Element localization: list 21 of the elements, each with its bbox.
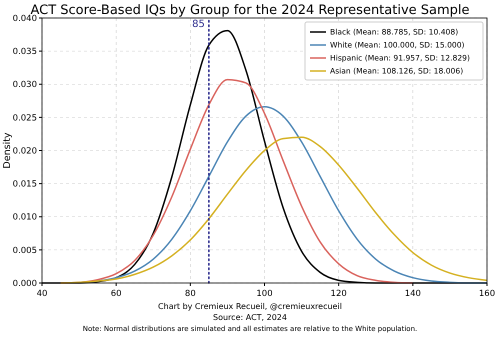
text: Chart by Cremieux Recueil, @cremieuxrecueil [158,302,342,311]
y-axis-title: Density [2,132,13,169]
y-tick-label: 0.005 [12,246,37,256]
y-tick-label: 0.015 [12,180,37,190]
x-tick-label: 80 [184,289,196,299]
line-series [60,136,488,284]
y-tick-label: 0.010 [12,212,37,223]
y-tick-label: 0.000 [12,278,37,289]
x-tick-label: 140 [404,289,421,299]
y-tick-label: 0.030 [12,80,37,90]
x-tick-label: 40 [36,289,48,299]
y-tick-label: 0.025 [12,113,37,124]
y-tick-label: 0.040 [12,14,37,24]
ref-line-label: 85 [192,19,205,30]
x-tick-label: 160 [478,289,496,299]
source-note: Source: ACT, 2024 [213,313,287,322]
y-tick-label: 0.020 [12,146,37,156]
x-tick-label: 60 [110,289,122,299]
y-tick-label: 0.035 [12,47,37,58]
x-tick-label: 100 [256,289,273,299]
x-tick-label: 120 [330,289,347,299]
